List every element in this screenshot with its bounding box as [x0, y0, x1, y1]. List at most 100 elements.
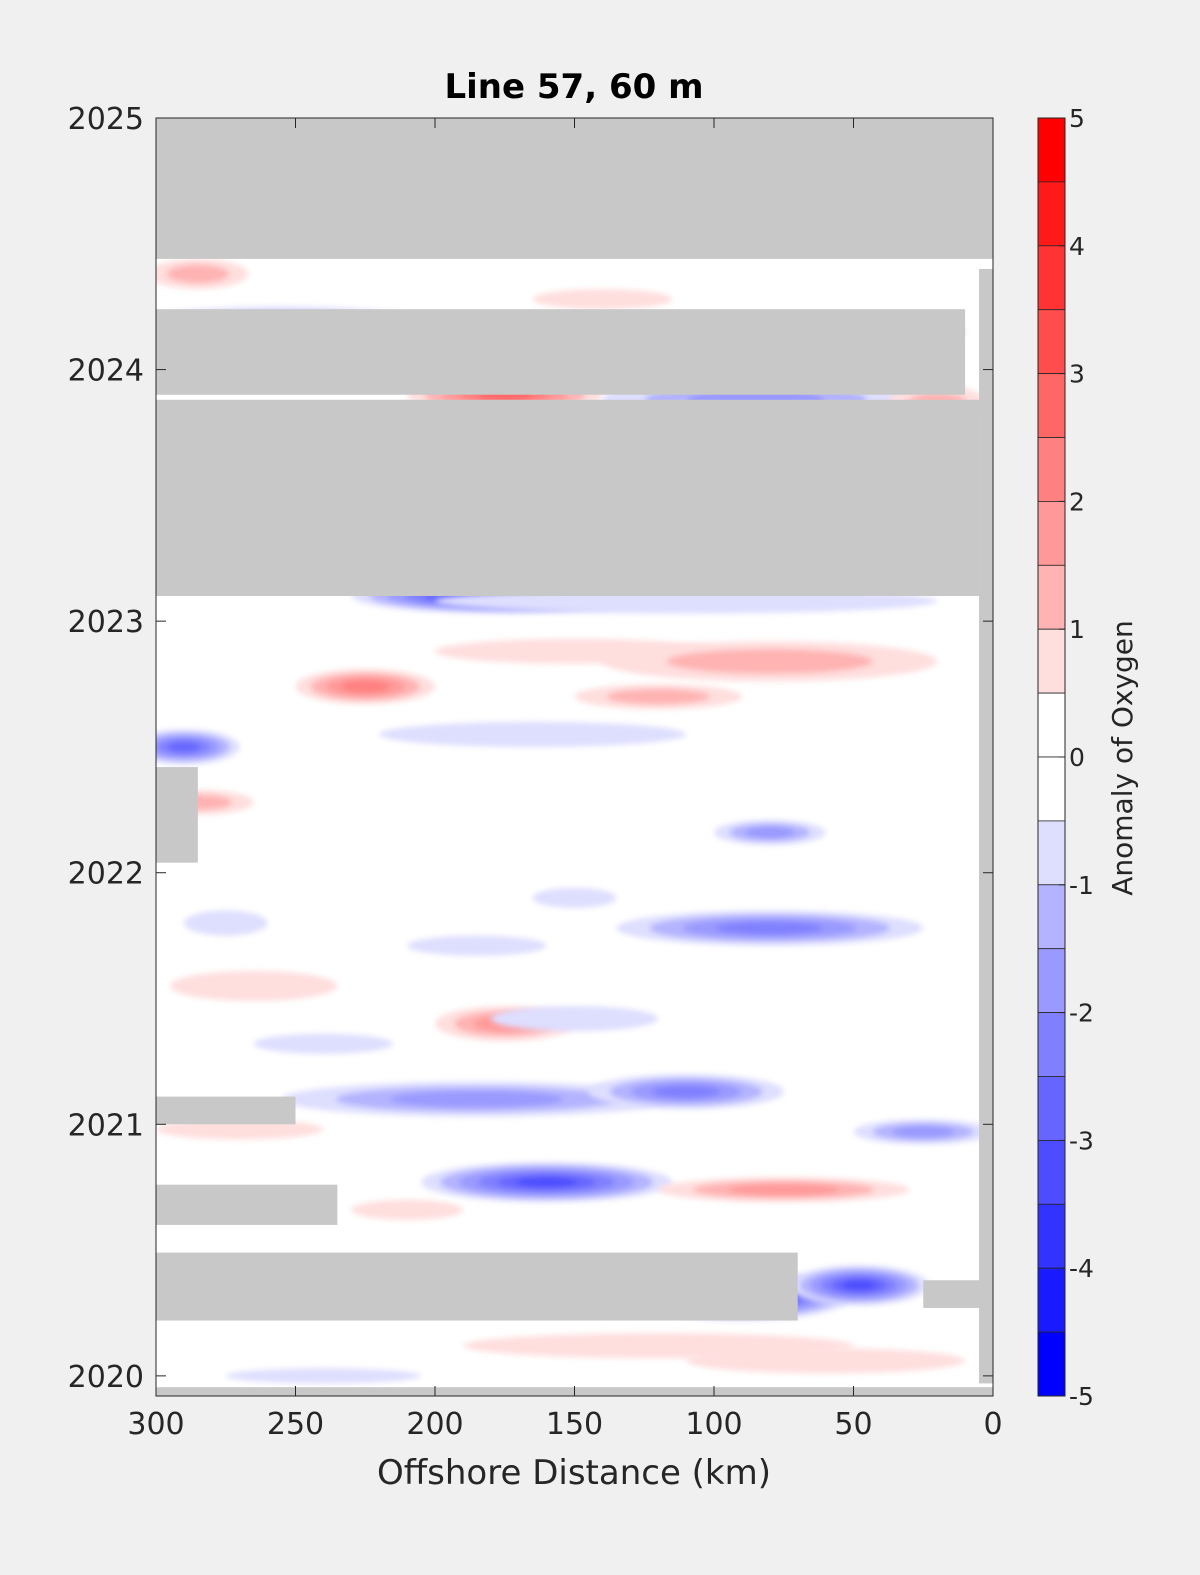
contour-level — [407, 935, 547, 956]
no-data-region — [156, 399, 980, 478]
contour-level — [686, 1348, 966, 1374]
colorbar-segment — [1037, 1267, 1066, 1333]
x-axis-label: Offshore Distance (km) — [377, 1453, 771, 1493]
anomaly-patch — [789, 1265, 929, 1306]
anomaly-patch — [490, 1006, 659, 1032]
chart-title: Line 57, 60 m — [444, 67, 703, 107]
x-tick-label: 100 — [685, 1407, 742, 1442]
colorbar-tick-label: -3 — [1069, 1126, 1094, 1155]
colorbar-segment — [1037, 245, 1066, 311]
anomaly-patch — [532, 887, 617, 908]
contour-level — [253, 1033, 394, 1054]
x-tick-label: 50 — [834, 1407, 872, 1442]
colorbar-tick-label: 5 — [1069, 104, 1085, 133]
colorbar-tick-label: 0 — [1069, 743, 1085, 772]
anomaly-patch — [602, 641, 938, 682]
colorbar-segment — [1037, 1203, 1066, 1269]
no-data-region — [156, 767, 198, 863]
plot-area: 300 250 200 150 100 50 0 202520242023202220212… — [68, 102, 1003, 1442]
colorbar-segment — [1037, 756, 1066, 822]
anomaly-patch — [281, 1081, 673, 1117]
no-data-region — [979, 268, 993, 1384]
colorbar-segment — [1037, 1012, 1066, 1077]
anomaly-patch — [225, 1368, 422, 1384]
colorbar-segment — [1037, 1331, 1066, 1397]
no-data-region — [156, 475, 980, 596]
contour-level — [379, 721, 687, 747]
contour-level — [225, 1368, 422, 1384]
colorbar-segment — [1037, 437, 1066, 502]
contour-level — [892, 1126, 955, 1138]
colorbar-tick-label: 3 — [1069, 360, 1085, 389]
anomaly-patch — [156, 729, 240, 765]
contour-level — [606, 688, 710, 705]
contour-level — [666, 649, 873, 674]
colorbar-segment — [1037, 884, 1066, 950]
contour-level — [166, 264, 229, 284]
contour-level — [842, 1280, 876, 1291]
contour-level — [167, 741, 200, 752]
colorbar-tick-label: -1 — [1069, 871, 1094, 900]
x-tick-label: 200 — [406, 1407, 463, 1442]
colorbar-segment — [1037, 692, 1066, 758]
contour-level — [351, 1199, 463, 1220]
no-data-regions — [156, 118, 993, 1396]
anomaly-patch — [379, 721, 687, 747]
colorbar-segment — [1037, 948, 1066, 1014]
contour-level — [390, 1091, 564, 1107]
colorbar-segment — [1037, 1140, 1066, 1205]
anomaly-patch — [407, 935, 547, 956]
anomaly-patch — [295, 668, 435, 705]
colorbar-tick-label: 4 — [1069, 232, 1085, 261]
colorbar-segment — [1037, 564, 1066, 630]
colorbar-segment — [1037, 1076, 1066, 1141]
colorbar-segment — [1037, 181, 1066, 247]
contour-level — [727, 1184, 840, 1196]
anomaly-patch — [156, 258, 249, 290]
anomaly-patch — [588, 1073, 784, 1110]
contour-level — [532, 887, 617, 908]
colorbar-segment — [1037, 820, 1066, 886]
anomaly-patch — [421, 1162, 673, 1203]
y-tick-label: 2020 — [68, 1360, 144, 1395]
anomaly-patch — [616, 910, 924, 946]
anomaly-patch — [658, 1177, 910, 1203]
contour-level — [183, 910, 268, 936]
colorbar-tick-label: 2 — [1069, 487, 1085, 516]
anomaly-patch — [351, 1199, 463, 1220]
contour-level — [516, 1177, 578, 1188]
colorbar-segment — [1037, 309, 1066, 375]
contour-level — [745, 826, 795, 839]
y-tick-label: 2025 — [68, 102, 144, 137]
colorbar-segment — [1037, 628, 1066, 694]
contour-level — [716, 921, 824, 935]
y-axis: 2025 2024 2023 2022 2021 2020 — [68, 102, 993, 1395]
contour-level — [340, 680, 390, 693]
colorbar: 5 4 3 2 1 0 -1 -2 -3 -4 -5 — [1037, 104, 1094, 1411]
anomaly-patch — [169, 970, 338, 1002]
contour-level — [169, 970, 338, 1002]
anomaly-patch — [532, 289, 673, 310]
colorbar-segment — [1037, 500, 1066, 566]
no-data-region — [156, 1252, 798, 1321]
colorbar-tick-label: -2 — [1069, 999, 1094, 1028]
x-tick-label: 300 — [127, 1407, 184, 1442]
anomaly-patch — [183, 910, 268, 936]
contour-level — [532, 289, 673, 310]
no-data-region — [156, 1184, 338, 1225]
anomaly-patch — [853, 1119, 993, 1145]
x-tick-label: 150 — [546, 1407, 603, 1442]
anomaly-patch — [574, 684, 742, 710]
colorbar-segment — [1037, 373, 1066, 438]
colorbar-tick-label: -5 — [1069, 1382, 1094, 1411]
no-data-region — [156, 1096, 296, 1125]
y-tick-label: 2024 — [68, 354, 144, 389]
x-tick-label: 250 — [267, 1407, 324, 1442]
x-tick-label: 0 — [983, 1407, 1002, 1442]
y-tick-label: 2022 — [68, 857, 144, 892]
anomaly-patch — [714, 819, 826, 846]
no-data-region — [156, 118, 993, 259]
anomaly-patch — [253, 1033, 394, 1054]
no-data-region — [156, 309, 966, 395]
